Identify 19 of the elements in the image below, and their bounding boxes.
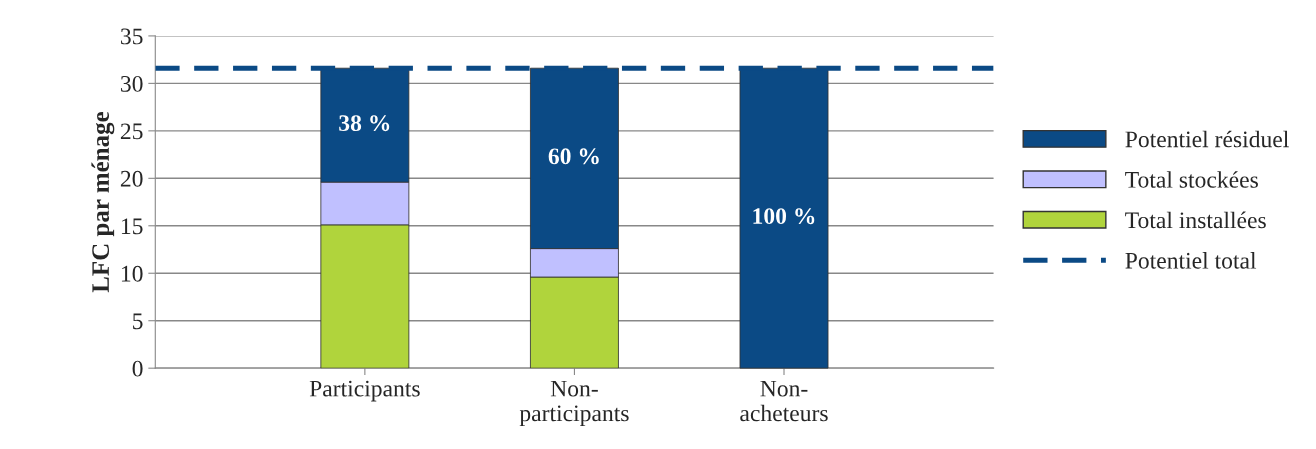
y-tick-label: 35 <box>121 28 143 45</box>
y-axis-title: LFC par ménage <box>91 111 115 293</box>
x-tick-label: Non- participants <box>519 380 629 427</box>
y-tick-label: 10 <box>121 265 143 282</box>
legend-label: Total installées <box>1125 211 1266 229</box>
annotation: 38 % <box>339 115 390 132</box>
legend-label: Potentiel total <box>1125 252 1257 269</box>
legend-label: Total stockées <box>1125 171 1258 188</box>
x-tick-label: Participants <box>309 380 420 402</box>
y-tick-label: 5 <box>133 313 143 330</box>
y-tick-label: 25 <box>120 123 143 140</box>
annotation: 100 % <box>753 208 815 225</box>
legend-label: Potentiel résiduel <box>1125 130 1289 148</box>
y-tick-label: 20 <box>120 170 143 187</box>
annotation: 60 % <box>548 148 599 165</box>
y-tick-label: 30 <box>121 75 143 92</box>
y-tick-label: 15 <box>121 218 143 235</box>
y-tick-label: 0 <box>132 360 143 377</box>
x-tick-label: Non- acheteurs <box>740 380 828 422</box>
